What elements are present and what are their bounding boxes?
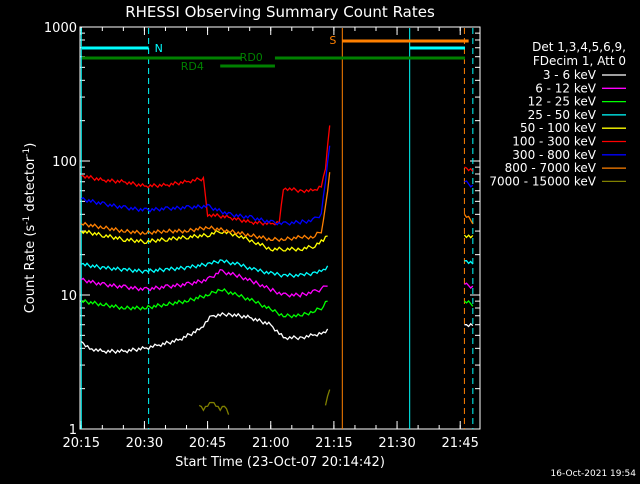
y-tick-label: 100	[52, 155, 77, 170]
series-line	[464, 260, 474, 265]
y-axis-label-mid: detector	[23, 156, 38, 216]
vertical-markers	[80, 28, 474, 429]
legend-item-label: 100 - 300 keV	[512, 135, 596, 149]
x-tick-label: 21:30	[378, 436, 415, 451]
x-tick-label: 21:00	[252, 436, 289, 451]
series-line	[80, 311, 329, 355]
legend-item-label: 800 - 7000 keV	[505, 161, 597, 175]
y-axis-label-end: )	[23, 143, 38, 148]
series-line	[80, 229, 328, 252]
series-line	[463, 213, 474, 225]
legend: Det 1,3,4,5,6,9, FDecim 1, Att 0 3 - 6 k…	[489, 40, 626, 188]
x-tick-label: 21:45	[441, 436, 478, 451]
x-tick-labels: 20:15 20:30 20:45 21:00 21:15 21:30 21:45	[63, 436, 479, 451]
legend-item-label: 300 - 800 keV	[512, 148, 596, 162]
series-line	[464, 322, 474, 328]
series-line	[81, 125, 331, 227]
series-line	[80, 172, 331, 243]
series-line	[80, 288, 328, 319]
series-line	[80, 268, 328, 298]
plot-frame	[79, 26, 481, 430]
y-axis-label-sup1: -1	[22, 216, 32, 225]
footer-timestamp: 16-Oct-2021 19:54	[551, 469, 637, 479]
series-line	[80, 145, 331, 226]
y-tick-labels: 1 10 100 1000	[44, 21, 77, 438]
night-label: N	[155, 42, 163, 55]
y-tick-label: 10	[60, 289, 77, 304]
series-line	[464, 166, 474, 172]
series-line	[198, 401, 230, 415]
legend-item-label: 12 - 25 keV	[528, 95, 597, 109]
y-axis-label-main: Count Rate (s	[23, 225, 38, 314]
legend-header-2: FDecim 1, Att 0	[533, 54, 626, 68]
y-axis-label: Count Rate (s-1 detector-1)	[22, 143, 38, 314]
x-tick-label: 20:15	[63, 436, 100, 451]
rd0-label: RD0	[240, 51, 263, 64]
legend-item-label: 25 - 50 keV	[528, 108, 597, 122]
legend-header-1: Det 1,3,4,5,6,9,	[532, 40, 626, 54]
x-tick-label: 20:30	[126, 436, 163, 451]
legend-item-label: 6 - 12 keV	[535, 81, 597, 95]
saa-label: S	[329, 34, 336, 47]
plot-area	[79, 26, 481, 430]
rd4-label: RD4	[181, 60, 204, 73]
annotations: N S RD0 RD4	[82, 34, 469, 73]
series-line	[463, 300, 474, 307]
series-line	[464, 282, 474, 289]
x-tick-label: 20:45	[189, 436, 226, 451]
legend-item-label: 7000 - 15000 keV	[489, 174, 596, 188]
series-line	[81, 259, 329, 279]
chart-title: RHESSI Observing Summary Count Rates	[125, 3, 435, 21]
series-line	[464, 180, 474, 188]
series-line	[463, 234, 474, 239]
legend-item-label: 50 - 100 keV	[520, 121, 597, 135]
y-tick-label: 1000	[44, 21, 77, 36]
legend-item-label: 3 - 6 keV	[543, 68, 597, 82]
x-tick-label: 21:15	[315, 436, 352, 451]
y-tick-label: 1	[69, 423, 77, 438]
x-axis-label: Start Time (23-Oct-07 20:14:42)	[175, 455, 385, 470]
series-line	[324, 389, 331, 406]
y-axis-label-sup2: -1	[22, 148, 32, 157]
series-layer	[80, 125, 474, 415]
